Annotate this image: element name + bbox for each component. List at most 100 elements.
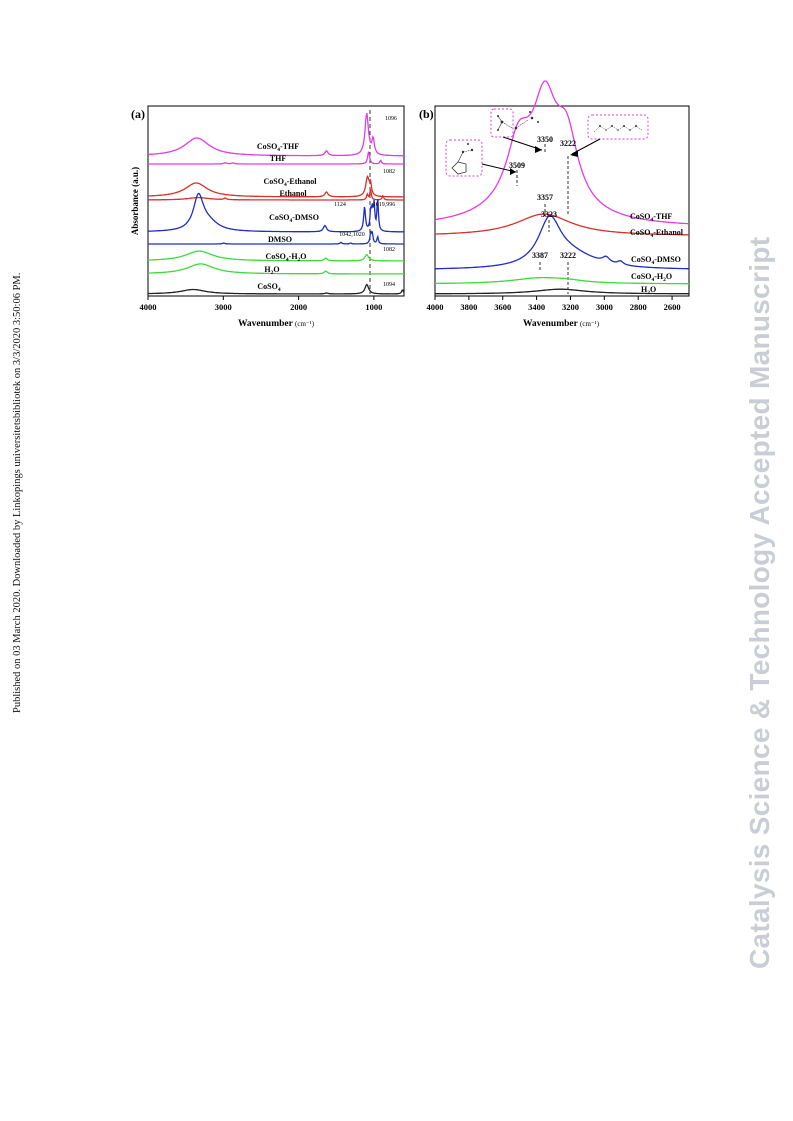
series-label: H2O [641,285,656,296]
arrow-chain-head [570,150,578,157]
panel-a-xlabel-unit: (cm⁻¹) [295,320,315,328]
series-label-main: THF [270,154,287,163]
xtick-label: 1000 [365,302,382,312]
xtick-label: 3000 [596,302,613,312]
series-line-thf [148,151,404,165]
peak-annotation: 1094 [383,282,395,288]
series-label-rest: -THF [653,212,672,221]
series-label: CoSO4-THF [630,212,672,223]
peak-annotation: 3509 [509,161,525,170]
series-label: CoSO4 [257,282,280,293]
panel-b-xlabel-unit: (cm⁻¹) [580,320,600,328]
series-label: CoSO4-H2O [631,272,672,283]
series-label-rest: -Ethanol [287,177,318,186]
panel-a-annotations: 1096 1082 1124 1019,996 1042,1020 1082 1094 [334,116,397,288]
series-line-dmso [148,230,404,245]
series-label-main: DMSO [268,235,292,244]
series-label-rest: -H [289,252,299,261]
series-line-coso4-h2o [435,276,689,285]
series-label-main: H [641,285,648,294]
panel-b-frame [434,105,690,297]
series-line-coso4-dmso [148,192,404,233]
series-label-sub: 4 [284,182,287,188]
peak-annotation: 3222 [560,139,576,148]
series-line-coso4 [148,283,405,295]
peak-annotation: 3222 [560,251,576,260]
series-label-rest: -Ethanol [653,228,684,237]
series-label: CoSO4-Ethanol [264,177,318,188]
peak-annotation: 3350 [537,135,553,144]
series-label-sub: 4 [650,217,653,223]
series-label-sub: 4 [651,260,654,266]
series-label-sub: 4 [650,233,653,239]
series-label-sub: 4 [290,218,293,224]
series-label: Ethanol [279,189,307,198]
series-label: CoSO4-DMSO [631,255,681,266]
series-label-rest: O [273,265,279,274]
panel-a-series [147,112,405,295]
series-label: H2O [264,265,279,276]
panel-a-label: (a) [131,107,145,121]
watermark-text: Catalysis Science & Technology Accepted … [744,236,775,969]
series-label-sub2: 2 [663,277,666,283]
series-label-rest: O [650,285,656,294]
series-label: CoSO4-H2O [265,252,306,263]
xtick-label: 3800 [460,302,477,312]
xtick-label: 2800 [630,302,647,312]
panel-a-series-labels: CoSO4-THFTHFCoSO4-EthanolEthanolCoSO4-DM… [257,142,319,293]
series-label-main: CoSO [265,252,285,261]
peak-annotation: 3387 [532,251,548,260]
panel-a-xlabel: Wavenumber (cm⁻¹) [238,319,315,329]
peak-annotation: 1042,1020 [339,232,365,238]
panel-a-xlabel-main: Wavenumber [238,319,294,329]
series-label-rest: -H [654,272,664,281]
xtick-label: 3000 [215,302,232,312]
peak-annotation: 3357 [537,193,553,202]
peak-annotation: 1124 [334,202,346,208]
xtick-label: 2000 [290,302,307,312]
arrow-water-head [535,146,542,153]
series-label-sub: 4 [651,277,654,283]
series-label: DMSO [268,235,292,244]
series-label-main: CoSO [257,282,277,291]
series-label: CoSO4-DMSO [269,213,319,224]
series-label-rest2: O [666,272,672,281]
structure-inset-water [490,108,539,138]
panel-a-xticks: 4000 3000 2000 1000 [140,296,382,312]
series-line-h2o [435,288,689,295]
xtick-label: 3200 [562,302,579,312]
panel-b-annotations: 3509 3350 3222 3357 3323 3387 3222 [509,135,576,260]
peak-annotation: 3323 [541,210,557,219]
series-label-sub2: 2 [298,257,301,263]
xtick-label: 4000 [427,302,444,312]
series-line-coso4-h2o [147,250,404,262]
series-label-main: CoSO [257,142,277,151]
series-label-main: H [264,265,271,274]
panel-b-label: (b) [419,107,434,121]
panel-a-frame [147,105,405,297]
series-label: THF [270,154,287,163]
series-label-main: CoSO [630,212,650,221]
series-label-main: CoSO [630,228,650,237]
series-label-main: CoSO [264,177,284,186]
xtick-label: 2600 [664,302,681,312]
series-label-main: Ethanol [279,189,307,198]
series-label-sub: 4 [278,287,281,293]
panel-b: (b) 4000 3800 3600 3400 3200 3000 2800 2600 Wav… [419,80,690,329]
series-line-ethanol [148,189,404,201]
series-line-coso4-ethanol [434,213,689,236]
series-label-rest: -DMSO [292,213,319,222]
panel-b-series-labels: CoSO4-THFCoSO4-EthanolCoSO4-DMSOCoSO4-H2… [630,212,684,296]
panel-b-series [434,80,689,295]
side-note-text: Published on 03 March 2020. Downloaded b… [12,272,23,713]
series-label: CoSO4-Ethanol [630,228,684,239]
series-label-sub: 4 [286,257,289,263]
series-label-sub: 2 [271,270,274,276]
series-label-main: CoSO [631,272,651,281]
xtick-label: 4000 [140,302,157,312]
panel-a: (a) Absorbance (a.u.) 4000 3000 2000 1000 W… [130,105,405,329]
structure-inset-thf [445,139,483,177]
series-label-rest: -DMSO [654,255,681,264]
series-line-h2o [148,263,404,275]
